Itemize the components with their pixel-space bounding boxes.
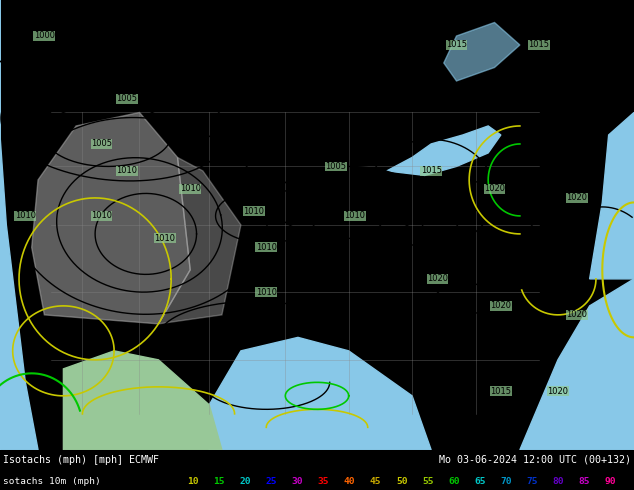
Text: 1020: 1020	[427, 274, 448, 283]
Text: 1005: 1005	[116, 95, 138, 103]
Text: 1020: 1020	[566, 310, 588, 319]
Text: 1010: 1010	[154, 234, 176, 243]
Polygon shape	[444, 23, 520, 81]
Text: 1000: 1000	[34, 31, 55, 41]
Text: 80: 80	[552, 477, 564, 486]
Text: 55: 55	[422, 477, 434, 486]
Text: sotachs 10m (mph): sotachs 10m (mph)	[3, 477, 101, 486]
Text: 15: 15	[213, 477, 224, 486]
Text: 75: 75	[526, 477, 538, 486]
Text: 45: 45	[370, 477, 381, 486]
Text: 70: 70	[500, 477, 512, 486]
Text: 1020: 1020	[566, 194, 588, 202]
Text: 65: 65	[474, 477, 486, 486]
Text: 25: 25	[266, 477, 277, 486]
Text: 1015: 1015	[446, 41, 467, 49]
Text: 1010: 1010	[256, 243, 277, 252]
Text: 35: 35	[318, 477, 329, 486]
Text: 20: 20	[239, 477, 250, 486]
Text: 1010: 1010	[179, 184, 201, 194]
Polygon shape	[590, 113, 634, 279]
Text: 1015: 1015	[420, 167, 442, 175]
Text: 1010: 1010	[91, 211, 112, 220]
Polygon shape	[158, 157, 241, 324]
Text: 90: 90	[605, 477, 616, 486]
Text: 1010: 1010	[243, 207, 264, 216]
Text: 1010: 1010	[344, 211, 366, 220]
Polygon shape	[0, 0, 38, 450]
Polygon shape	[387, 126, 501, 175]
Text: 1010: 1010	[116, 167, 138, 175]
Text: 10: 10	[187, 477, 198, 486]
Text: 1005: 1005	[91, 140, 112, 148]
Text: 30: 30	[292, 477, 303, 486]
Text: 1020: 1020	[490, 301, 512, 310]
Text: 1020: 1020	[547, 387, 569, 396]
Text: 60: 60	[448, 477, 460, 486]
Text: 1005: 1005	[325, 162, 347, 171]
Text: 1015: 1015	[528, 41, 550, 49]
Text: Mo 03-06-2024 12:00 UTC (00+132): Mo 03-06-2024 12:00 UTC (00+132)	[439, 455, 631, 465]
Polygon shape	[209, 337, 431, 450]
Text: Isotachs (mph) [mph] ECMWF: Isotachs (mph) [mph] ECMWF	[3, 455, 159, 465]
Text: 40: 40	[344, 477, 355, 486]
Polygon shape	[520, 279, 634, 450]
Text: 85: 85	[579, 477, 590, 486]
Polygon shape	[32, 113, 190, 324]
Text: 1015: 1015	[490, 387, 512, 396]
Polygon shape	[63, 351, 222, 450]
Text: 1020: 1020	[484, 184, 505, 194]
Text: 1010: 1010	[15, 211, 36, 220]
Text: 1010: 1010	[256, 288, 277, 297]
Text: 50: 50	[396, 477, 408, 486]
